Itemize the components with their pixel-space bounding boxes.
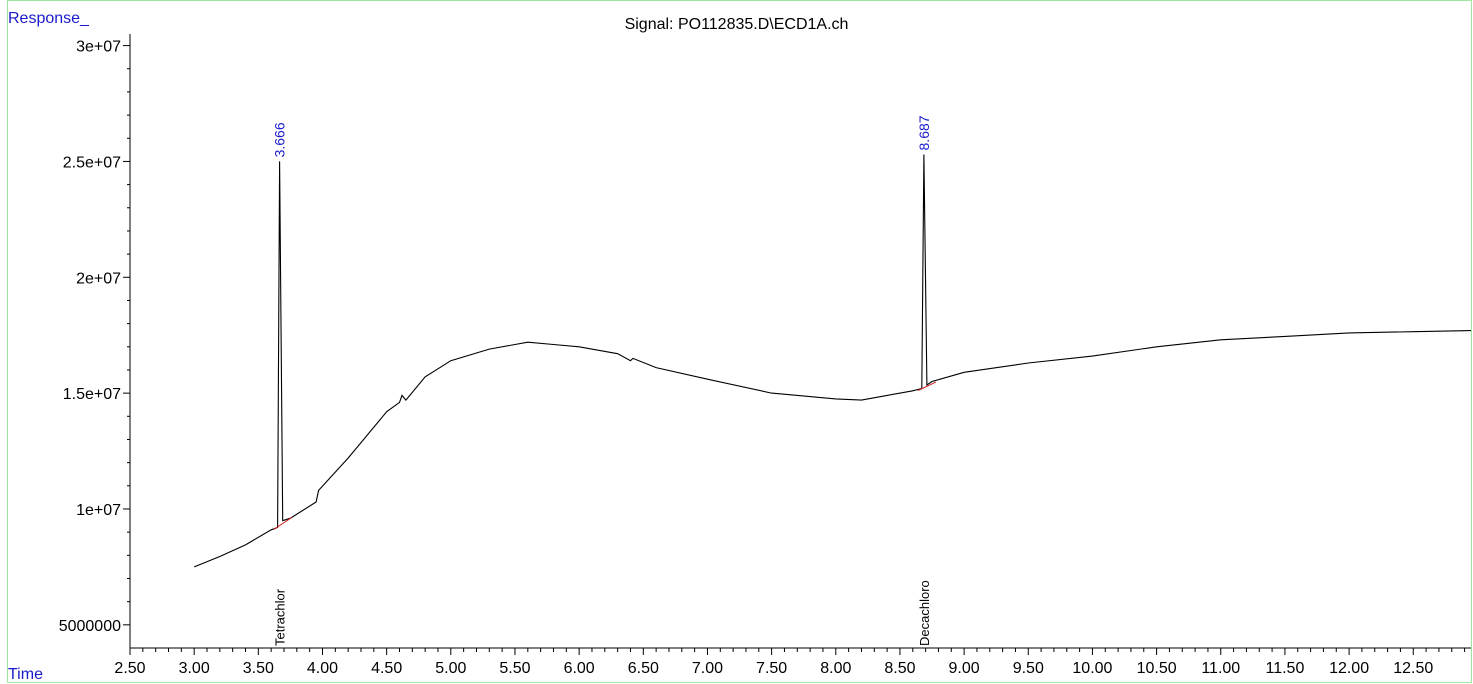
y-tick-label: 1e+07 xyxy=(76,502,121,519)
x-tick-label: 9.50 xyxy=(1013,660,1044,677)
x-tick-label: 3.00 xyxy=(179,660,210,677)
x-tick-label: 8.50 xyxy=(884,660,915,677)
x-tick-label: 5.00 xyxy=(435,660,466,677)
x-tick-label: 5.50 xyxy=(499,660,530,677)
y-tick-label: 2.5e+07 xyxy=(63,154,121,171)
x-axis-label: Time xyxy=(8,666,43,683)
x-tick-label: 10.00 xyxy=(1072,660,1112,677)
chart-title: Signal: PO112835.D\ECD1A.ch xyxy=(624,16,849,33)
x-tick-label: 4.00 xyxy=(307,660,338,677)
plot-frame xyxy=(7,0,1472,683)
y-tick-label: 2e+07 xyxy=(76,270,121,287)
x-tick-label: 7.50 xyxy=(756,660,787,677)
x-tick-label: 7.00 xyxy=(692,660,723,677)
peak-compound-label: Tetrachlor xyxy=(273,588,288,646)
peak-rt-label: 3.666 xyxy=(272,122,288,157)
x-tick-label: 11.00 xyxy=(1201,660,1240,677)
peak-compound-label: Decachloro xyxy=(917,580,932,646)
x-tick-label: 12.50 xyxy=(1393,660,1433,677)
x-tick-label: 3.50 xyxy=(243,660,274,677)
y-axis-label: Response_ xyxy=(8,10,89,27)
x-tick-label: 4.50 xyxy=(371,660,402,677)
x-tick-label: 8.00 xyxy=(820,660,851,677)
chromatogram-trace xyxy=(193,154,1472,568)
x-tick-label: 11.50 xyxy=(1265,660,1304,677)
x-tick-label: 6.00 xyxy=(564,660,595,677)
peak-baseline-marker xyxy=(917,381,937,391)
x-tick-label: 6.50 xyxy=(628,660,659,677)
y-tick-label: 1.5e+07 xyxy=(63,386,121,403)
x-tick-label: 10.50 xyxy=(1137,660,1177,677)
peak-rt-label: 8.687 xyxy=(916,115,932,150)
x-tick-label: 9.00 xyxy=(949,660,980,677)
y-tick-label: 5000000 xyxy=(59,618,121,635)
y-tick-label: 3e+07 xyxy=(76,39,121,56)
x-tick-label: 2.50 xyxy=(114,660,145,677)
peak-baseline-marker xyxy=(273,517,292,530)
x-tick-label: 12.00 xyxy=(1329,660,1369,677)
